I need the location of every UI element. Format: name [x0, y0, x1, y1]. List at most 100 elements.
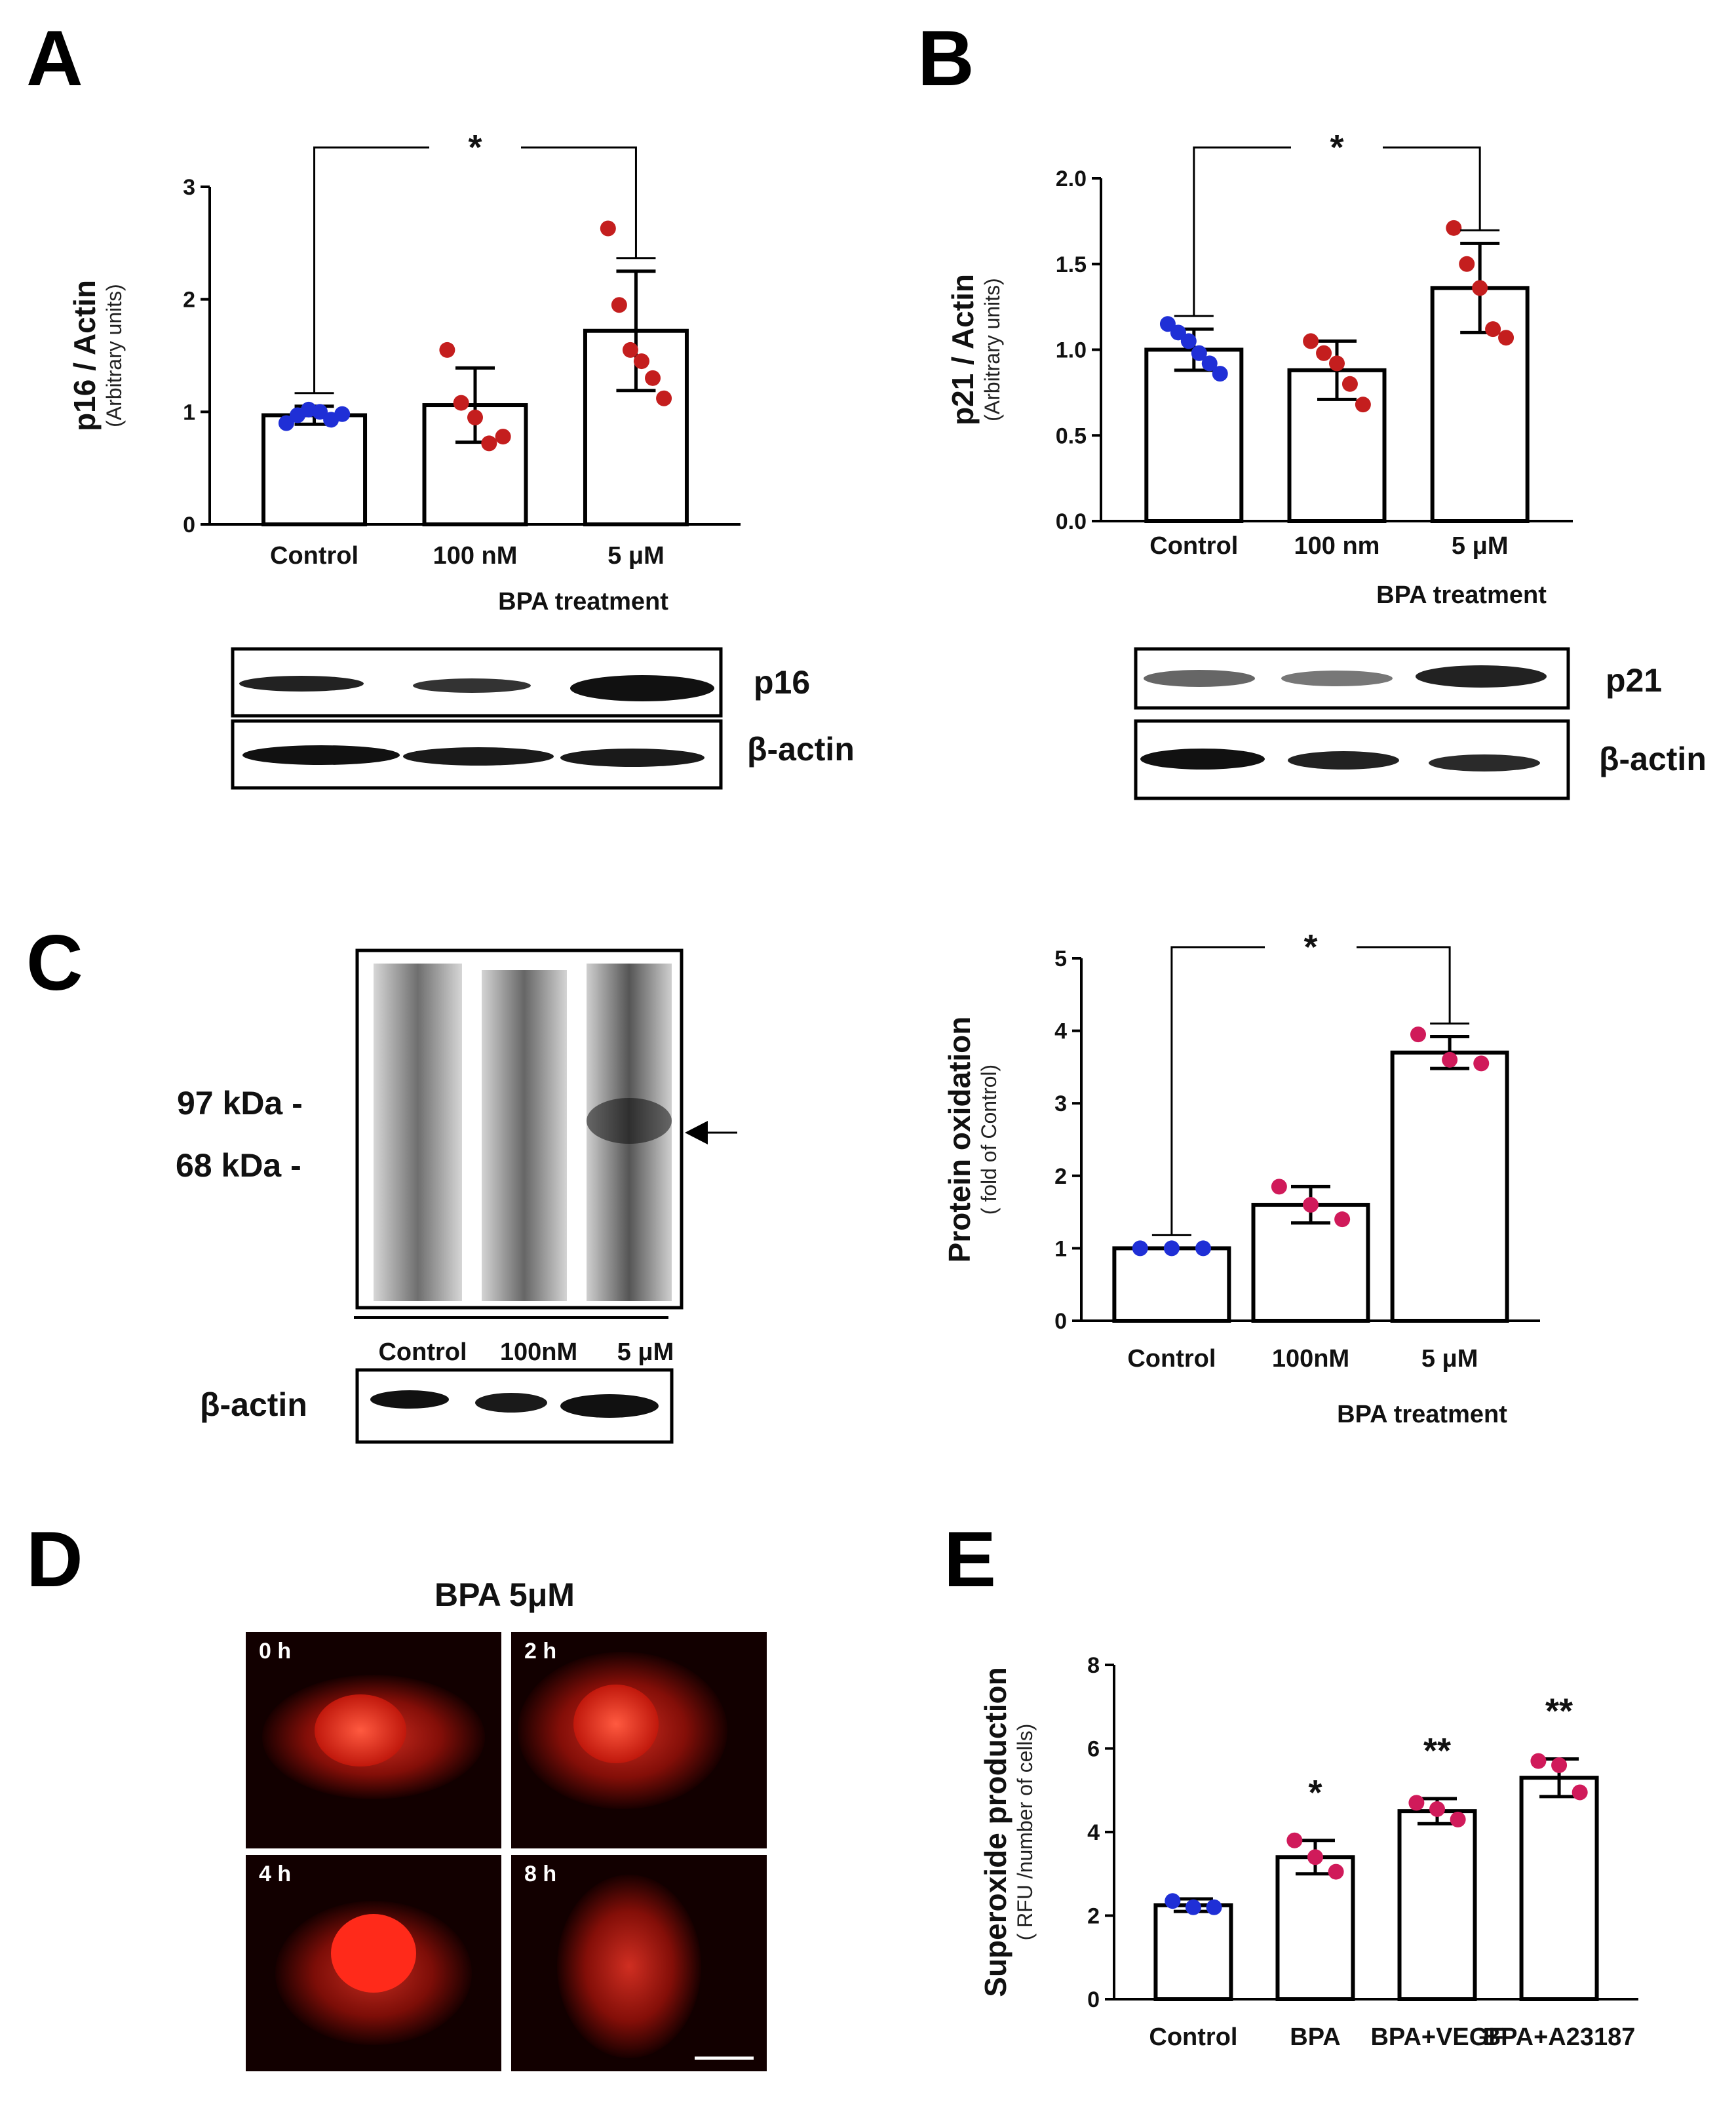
marker-68kda: 68 kDa - — [176, 1147, 301, 1184]
panel-label-e: E — [944, 1515, 996, 1603]
timepoint-label: 0 h — [259, 1639, 291, 1664]
y-tick-label: 0 — [1054, 1309, 1067, 1334]
data-point — [278, 415, 294, 431]
category-label: 5 μM — [1452, 532, 1509, 560]
data-point — [1355, 397, 1371, 413]
y-tick-label: 5 — [1054, 947, 1067, 971]
blot-band — [403, 747, 554, 766]
y-axis-sublabel: (Arbitrary units) — [102, 284, 126, 427]
chart-c: 0 1 2 3 4 5 Protein oxidation( fold of Control… — [942, 927, 1540, 1428]
y-axis-sublabel: ( fold of Control) — [977, 1064, 1001, 1215]
significance-label: * — [1303, 927, 1317, 967]
bar — [1153, 1903, 1233, 2001]
data-point — [1212, 366, 1228, 382]
significance-label: * — [1308, 1773, 1322, 1812]
bar — [261, 413, 368, 526]
y-tick-label: 1 — [1054, 1236, 1067, 1261]
blot-band — [1140, 749, 1265, 770]
blot-band — [239, 676, 364, 692]
data-point — [467, 409, 483, 425]
category-label: Control — [1127, 1345, 1216, 1373]
data-point — [1195, 1240, 1212, 1257]
significance-label: ** — [1423, 1731, 1451, 1770]
blot-band — [560, 749, 704, 767]
data-point — [645, 370, 661, 386]
y-tick-label: 0 — [1087, 1987, 1100, 2012]
western-blot-c: 97 kDa - 68 kDa - Control 100nM 5 μM β-a… — [176, 948, 737, 1444]
data-point — [1410, 1026, 1426, 1043]
data-point — [600, 220, 616, 237]
nucleus — [331, 1914, 416, 1993]
y-axis-sublabel: ( RFU /number of cells) — [1013, 1724, 1037, 1941]
data-point — [1159, 316, 1176, 332]
x-axis-label: BPA treatment — [1376, 581, 1547, 609]
data-point — [1170, 324, 1186, 341]
category-label: BPA+VEGF — [1370, 2023, 1503, 2051]
data-point — [1303, 1197, 1319, 1213]
data-point — [1286, 1832, 1303, 1848]
data-point — [611, 297, 627, 313]
gel-lane — [374, 964, 462, 1301]
data-point — [1408, 1795, 1425, 1811]
y-tick-label: 6 — [1087, 1737, 1100, 1762]
bar — [1112, 1246, 1231, 1323]
y-tick-label: 2.0 — [1056, 166, 1087, 191]
data-point — [1329, 355, 1345, 372]
blot-band — [1416, 665, 1547, 688]
x-axis-label: BPA treatment — [498, 588, 668, 615]
data-point — [1572, 1784, 1588, 1801]
data-point — [1165, 1893, 1181, 1909]
category-label: 100nM — [1272, 1345, 1349, 1373]
lane-label: 5 μM — [617, 1338, 674, 1366]
panel-label-c: C — [26, 919, 83, 1007]
category-label: BPA — [1290, 2023, 1340, 2051]
data-point — [1450, 1811, 1466, 1827]
blot-band — [370, 1390, 449, 1409]
blot-band — [475, 1393, 547, 1413]
data-point — [633, 353, 649, 370]
y-tick-label: 8 — [1087, 1653, 1100, 1678]
data-point — [1307, 1849, 1323, 1865]
y-tick-label: 2 — [1087, 1904, 1100, 1929]
timepoint-label: 4 h — [259, 1862, 291, 1886]
bar — [583, 328, 689, 526]
y-tick-label: 1.5 — [1056, 252, 1087, 277]
data-point — [1473, 1055, 1490, 1072]
data-point — [1303, 333, 1319, 349]
panel-label-b: B — [917, 14, 974, 102]
data-point — [1180, 333, 1197, 349]
data-point — [439, 342, 455, 358]
data-point — [1185, 1899, 1201, 1915]
significance-bracket — [1170, 946, 1451, 1236]
y-tick-label: 0.5 — [1056, 423, 1087, 448]
significance-label: * — [1330, 128, 1343, 167]
x-axis-label: BPA treatment — [1337, 1401, 1507, 1428]
blot-band — [560, 1394, 659, 1418]
y-tick-label: 4 — [1087, 1820, 1100, 1845]
category-label: Control — [1149, 2023, 1237, 2051]
blot-band — [242, 745, 400, 765]
bar — [1390, 1050, 1509, 1323]
y-axis-label: p21 / Actin — [946, 274, 980, 425]
blot-b-label-p21: p21 — [1606, 662, 1662, 699]
data-point — [495, 429, 511, 445]
data-point — [1316, 345, 1332, 361]
y-tick-label: 0 — [183, 513, 195, 537]
data-point — [1163, 1240, 1180, 1257]
data-point — [1132, 1240, 1148, 1257]
cell — [557, 1875, 701, 2058]
category-label: Control — [1149, 532, 1238, 560]
bar — [1519, 1776, 1599, 2001]
y-tick-label: 1 — [183, 400, 195, 425]
data-point — [1551, 1757, 1568, 1773]
blot-b-label-actin: β-actin — [1599, 741, 1707, 777]
y-tick-label: 2 — [1054, 1164, 1067, 1189]
category-label: BPA+A23187 — [1483, 2023, 1636, 2051]
blot-band — [1429, 754, 1540, 771]
gel-band — [587, 1098, 672, 1144]
y-axis-label: Superoxide production — [978, 1667, 1013, 1997]
data-point — [1446, 220, 1462, 236]
y-tick-label: 3 — [1054, 1091, 1067, 1116]
blot-band — [570, 675, 714, 701]
